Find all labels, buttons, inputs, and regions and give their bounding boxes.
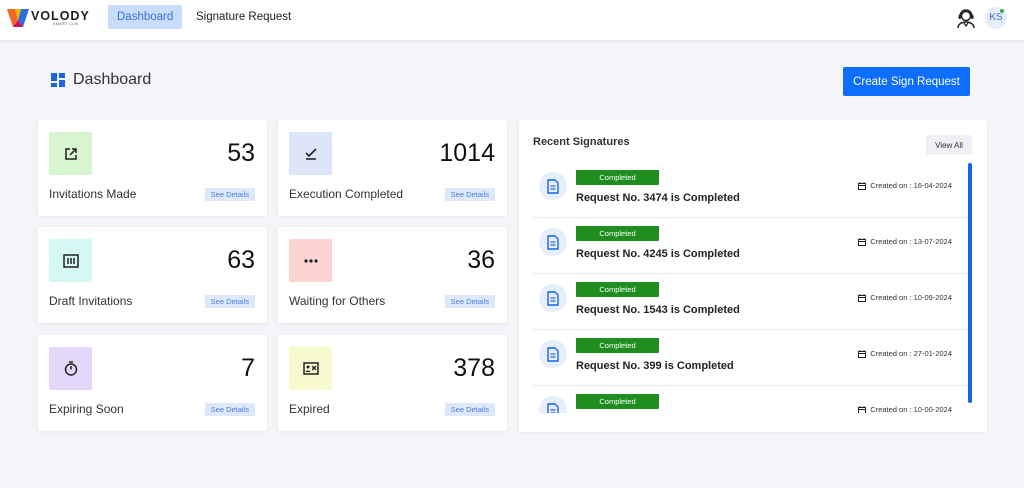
stat-card-expiring-soon: 7 Expiring Soon See Details [38, 335, 267, 431]
created-date-text: Created on : 16-04-2024 [870, 181, 952, 190]
created-date: Created on : 27-01-2024 [858, 349, 952, 358]
recent-signatures-list[interactable]: Completed Request No. 3474 is Completed … [533, 163, 968, 413]
calendar-icon [858, 293, 867, 302]
status-badge: Completed [576, 338, 659, 353]
card-label: Waiting for Others [289, 294, 386, 308]
calendar-icon [858, 237, 867, 246]
created-date: Created on : 10-09-2024 [858, 293, 952, 302]
list-item[interactable]: Completed Request No. 4245 is Completed … [533, 219, 968, 274]
document-icon [539, 340, 567, 368]
list-item[interactable]: Completed Request No. 1543 is Completed … [533, 275, 968, 330]
stat-card-draft-invitations: 63 Draft Invitations See Details [38, 227, 267, 323]
see-details-button[interactable]: See Details [444, 403, 495, 416]
document-icon [539, 228, 567, 256]
see-details-button[interactable]: See Details [204, 295, 255, 308]
document-icon [539, 172, 567, 200]
nav-dashboard[interactable]: Dashboard [108, 5, 183, 29]
see-details-button[interactable]: See Details [444, 188, 495, 201]
calendar-icon [858, 405, 867, 413]
check-icon [304, 147, 317, 160]
card-icon-box [289, 132, 332, 175]
request-title: Request No. 4245 is Completed [576, 248, 740, 260]
card-label: Expiring Soon [49, 402, 124, 416]
view-all-button[interactable]: View All [926, 135, 972, 155]
list-item[interactable]: Completed Request No. 3474 is Completed … [533, 163, 968, 218]
card-icon-box [49, 239, 92, 282]
volody-logo-icon [7, 9, 29, 27]
created-date-text: Created on : 13-07-2024 [870, 237, 952, 246]
card-icon-box [289, 239, 332, 282]
status-badge: Completed [576, 170, 659, 185]
document-icon [62, 253, 79, 268]
card-label: Expired [289, 402, 330, 416]
card-value: 63 [227, 246, 255, 274]
card-value: 7 [241, 354, 255, 382]
recent-signatures-title: Recent Signatures [533, 136, 630, 148]
created-date: Created on : 13-07-2024 [858, 237, 952, 246]
status-badge: Completed [576, 226, 659, 241]
card-icon-box [49, 132, 92, 175]
expired-card-icon [302, 362, 319, 375]
see-details-button[interactable]: See Details [444, 295, 495, 308]
brand-name: VOLODY [31, 9, 90, 23]
created-date-text: Created on : 10-00-2024 [870, 405, 952, 413]
see-details-button[interactable]: See Details [204, 403, 255, 416]
online-status-dot [999, 8, 1005, 14]
created-date-text: Created on : 27-01-2024 [870, 349, 952, 358]
external-link-icon [64, 147, 77, 160]
created-date: Created on : 10-00-2024 [858, 405, 952, 413]
stopwatch-icon [64, 361, 77, 376]
nav-signature-request[interactable]: Signature Request [196, 11, 292, 23]
card-label: Draft Invitations [49, 294, 133, 308]
request-title: Request No. 3474 is Completed [576, 192, 740, 204]
top-navbar: VOLODY SMART CLM Dashboard Signature Req… [0, 0, 1024, 40]
brand-logo[interactable]: VOLODY SMART CLM [7, 8, 90, 28]
calendar-icon [858, 181, 867, 190]
card-value: 36 [467, 246, 495, 274]
created-date: Created on : 16-04-2024 [858, 181, 952, 190]
stat-card-execution-completed: 1014 Execution Completed See Details [278, 120, 507, 216]
card-label: Invitations Made [49, 187, 137, 201]
status-badge: Completed [576, 282, 659, 297]
stat-card-waiting-for-others: 36 Waiting for Others See Details [278, 227, 507, 323]
request-title: Request No. 1543 is Completed [576, 304, 740, 316]
document-icon [539, 396, 567, 413]
stat-card-invitations-made: 53 Invitations Made See Details [38, 120, 267, 216]
list-scrollbar[interactable] [968, 163, 972, 403]
created-date-text: Created on : 10-09-2024 [870, 293, 952, 302]
card-icon-box [289, 347, 332, 390]
create-sign-request-button[interactable]: Create Sign Request [843, 67, 970, 96]
dashboard-grid-icon [51, 73, 65, 87]
request-title: Request No. 399 is Completed [576, 360, 734, 372]
card-value: 53 [227, 139, 255, 167]
list-item[interactable]: Completed Request No. 399 is Completed C… [533, 331, 968, 386]
document-icon [539, 284, 567, 312]
list-item[interactable]: Completed Created on : 10-00-2024 [533, 387, 968, 413]
recent-signatures-panel: Recent Signatures View All Completed Req… [519, 120, 987, 432]
ellipsis-icon [303, 258, 318, 263]
support-agent-icon[interactable] [955, 7, 977, 29]
page-title: Dashboard [73, 71, 152, 88]
stat-card-expired: 378 Expired See Details [278, 335, 507, 431]
calendar-icon [858, 349, 867, 358]
card-label: Execution Completed [289, 187, 404, 201]
status-badge: Completed [576, 394, 659, 409]
card-value: 378 [453, 354, 495, 382]
card-icon-box [49, 347, 92, 390]
see-details-button[interactable]: See Details [204, 188, 255, 201]
card-value: 1014 [439, 139, 495, 167]
brand-tagline: SMART CLM [53, 21, 78, 26]
